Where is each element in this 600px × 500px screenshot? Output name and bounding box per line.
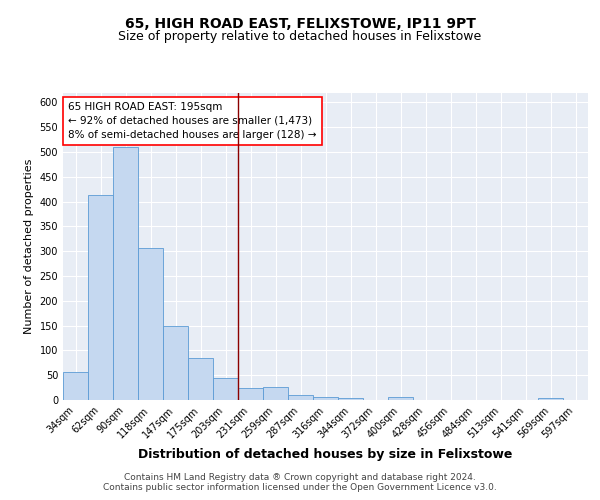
Bar	[138, 248, 163, 400]
Bar	[313, 396, 338, 400]
Bar	[338, 398, 363, 400]
Text: 65, HIGH ROAD EAST, FELIXSTOWE, IP11 9PT: 65, HIGH ROAD EAST, FELIXSTOWE, IP11 9PT	[125, 18, 475, 32]
Text: Contains HM Land Registry data ® Crown copyright and database right 2024.
Contai: Contains HM Land Registry data ® Crown c…	[103, 473, 497, 492]
X-axis label: Distribution of detached houses by size in Felixstowe: Distribution of detached houses by size …	[139, 448, 512, 461]
Y-axis label: Number of detached properties: Number of detached properties	[24, 158, 34, 334]
Bar	[63, 372, 88, 400]
Bar	[188, 358, 213, 400]
Bar	[263, 387, 288, 400]
Text: 65 HIGH ROAD EAST: 195sqm
← 92% of detached houses are smaller (1,473)
8% of sem: 65 HIGH ROAD EAST: 195sqm ← 92% of detac…	[68, 102, 317, 140]
Bar	[238, 388, 263, 400]
Bar	[113, 147, 138, 400]
Bar	[163, 326, 188, 400]
Bar	[288, 394, 313, 400]
Bar	[213, 378, 238, 400]
Bar	[88, 195, 113, 400]
Text: Size of property relative to detached houses in Felixstowe: Size of property relative to detached ho…	[118, 30, 482, 43]
Bar	[538, 398, 563, 400]
Bar	[388, 397, 413, 400]
